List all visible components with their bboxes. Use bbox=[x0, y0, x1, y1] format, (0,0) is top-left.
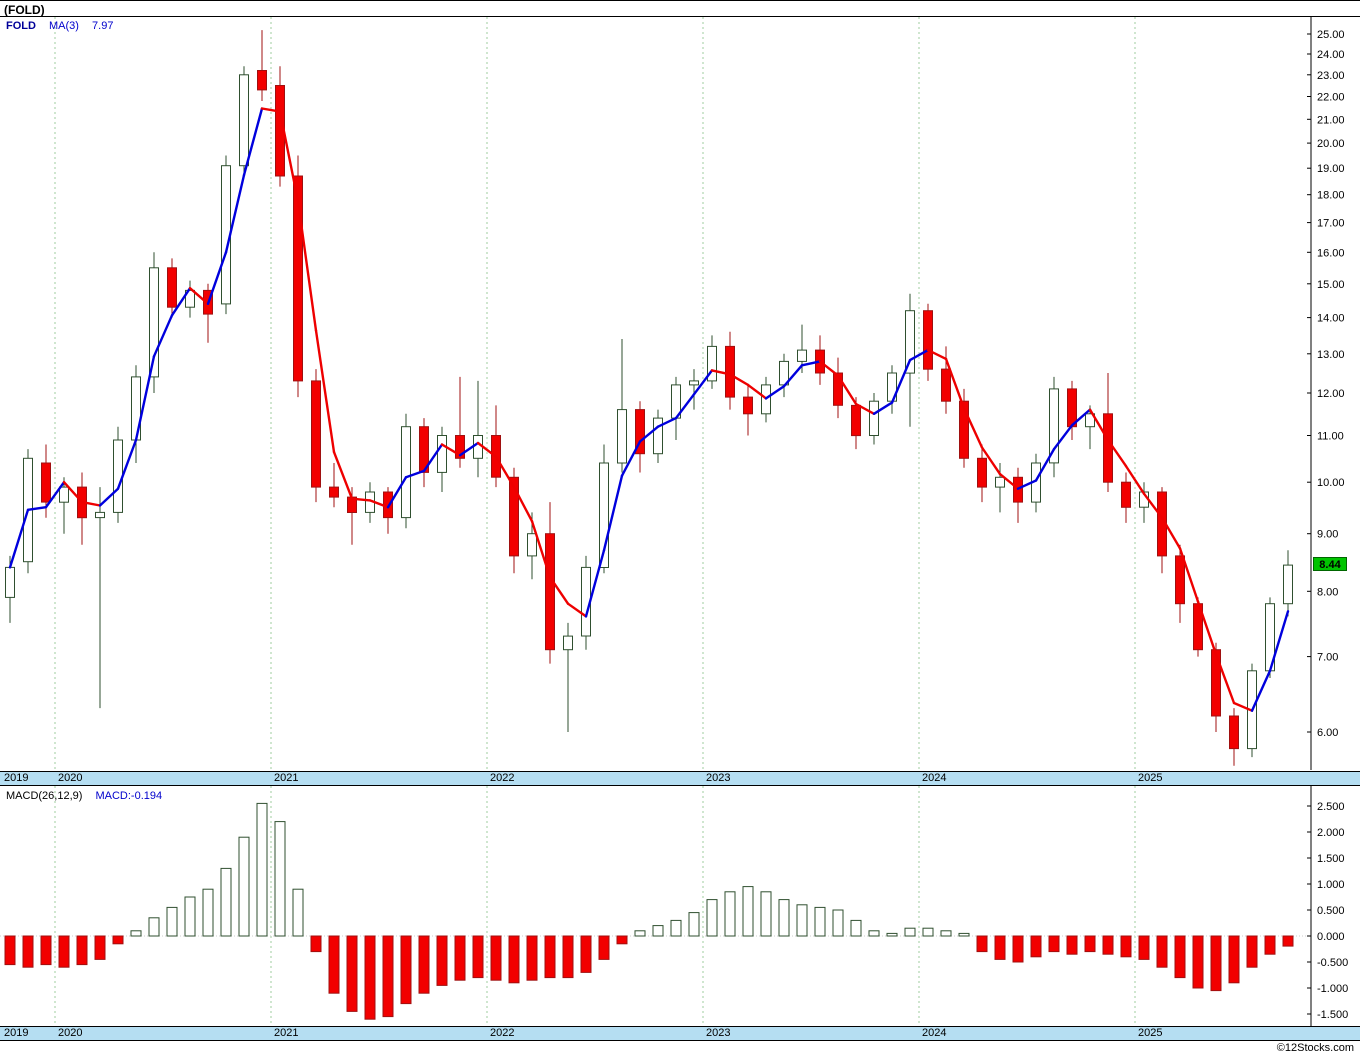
price-tick-label: 7.00 bbox=[1317, 652, 1338, 664]
symbol-label: FOLD bbox=[6, 20, 36, 32]
price-tick-label: 10.00 bbox=[1317, 477, 1345, 489]
year-label: 2025 bbox=[1138, 1027, 1163, 1039]
year-label: 2023 bbox=[706, 772, 731, 784]
price-tick-label: 13.00 bbox=[1317, 349, 1345, 361]
year-label: 2024 bbox=[922, 772, 947, 784]
price-tick-label: 20.00 bbox=[1317, 138, 1345, 150]
price-tick-label: 25.00 bbox=[1317, 29, 1345, 41]
macd-tick-label: 2.000 bbox=[1317, 827, 1345, 839]
price-tick-label: 15.00 bbox=[1317, 279, 1345, 291]
year-label: 2019 bbox=[4, 1027, 29, 1039]
price-tick-label: 9.00 bbox=[1317, 529, 1338, 541]
price-tick-label: 17.00 bbox=[1317, 218, 1345, 230]
macd-tick-label: 1.500 bbox=[1317, 853, 1345, 865]
price-tick-label: 21.00 bbox=[1317, 114, 1345, 126]
x-axis-years-bottom: 2019 2020 2021 2022 2023 2024 2025 bbox=[0, 1026, 1360, 1041]
page-title: (FOLD) bbox=[4, 3, 45, 17]
macd-tick-label: 1.000 bbox=[1317, 879, 1345, 891]
price-tick-label: 24.00 bbox=[1317, 49, 1345, 61]
macd-tick-label: -1.000 bbox=[1317, 983, 1348, 995]
year-label: 2024 bbox=[922, 1027, 947, 1039]
macd-tick-label: 2.500 bbox=[1317, 801, 1345, 813]
candles bbox=[5, 30, 1293, 766]
price-tick-label: 16.00 bbox=[1317, 247, 1345, 259]
macd-tick-label: -0.500 bbox=[1317, 957, 1348, 969]
price-chart-legend: FOLD MA(3) 7.97 bbox=[6, 20, 123, 32]
price-tick-label: 12.00 bbox=[1317, 388, 1345, 400]
year-label: 2022 bbox=[490, 772, 515, 784]
macd-name: MACD(26,12,9) bbox=[6, 790, 83, 802]
macd-value: MACD:-0.194 bbox=[95, 790, 163, 802]
title-bar: (FOLD) bbox=[0, 1, 1360, 17]
price-tick-label: 23.00 bbox=[1317, 70, 1345, 82]
price-tick-label: 14.00 bbox=[1317, 313, 1345, 325]
year-label: 2025 bbox=[1138, 772, 1163, 784]
ma-line bbox=[8, 107, 1290, 712]
macd-tick-label: -1.500 bbox=[1317, 1009, 1348, 1021]
x-axis-years-top: 2019 2020 2021 2022 2023 2024 2025 bbox=[0, 771, 1360, 786]
last-price-badge: 8.44 bbox=[1313, 557, 1347, 571]
price-tick-label: 11.00 bbox=[1317, 431, 1344, 443]
footer: ©12Stocks.com bbox=[0, 1041, 1360, 1056]
price-tick-label: 22.00 bbox=[1317, 92, 1345, 104]
year-label: 2021 bbox=[274, 772, 299, 784]
macd-panel: 2.500 2.000 1.500 1.000 0.500 0.000 -0.500 -1.0… bbox=[0, 786, 1360, 1026]
macd-canvas: 2.500 2.000 1.500 1.000 0.500 0.000 -0.500 -1.0… bbox=[0, 786, 1348, 1026]
macd-tick-label: 0.000 bbox=[1317, 931, 1345, 943]
year-label: 2020 bbox=[58, 1027, 83, 1039]
price-chart-canvas: 25.00 24.00 23.00 22.00 21.00 20.00 19.00 18.00… bbox=[5, 17, 1345, 770]
price-tick-label: 8.00 bbox=[1317, 586, 1338, 598]
price-tick-label: 18.00 bbox=[1317, 190, 1345, 202]
year-label: 2020 bbox=[58, 772, 83, 784]
macd-bars bbox=[4, 802, 1294, 1020]
ma-label: MA(3) bbox=[49, 20, 79, 32]
price-tick-label: 19.00 bbox=[1317, 163, 1345, 175]
macd-legend: MACD(26,12,9) MACD:-0.194 bbox=[6, 790, 172, 802]
year-label: 2022 bbox=[490, 1027, 515, 1039]
price-chart-panel: 25.00 24.00 23.00 22.00 21.00 20.00 19.00 18.00… bbox=[0, 16, 1360, 771]
ma-value: 7.97 bbox=[92, 20, 114, 32]
price-tick-label: 6.00 bbox=[1317, 727, 1338, 739]
year-label: 2023 bbox=[706, 1027, 731, 1039]
year-label: 2021 bbox=[274, 1027, 299, 1039]
watermark: ©12Stocks.com bbox=[1276, 1042, 1354, 1054]
year-label: 2019 bbox=[4, 772, 29, 784]
macd-tick-label: 0.500 bbox=[1317, 905, 1345, 917]
